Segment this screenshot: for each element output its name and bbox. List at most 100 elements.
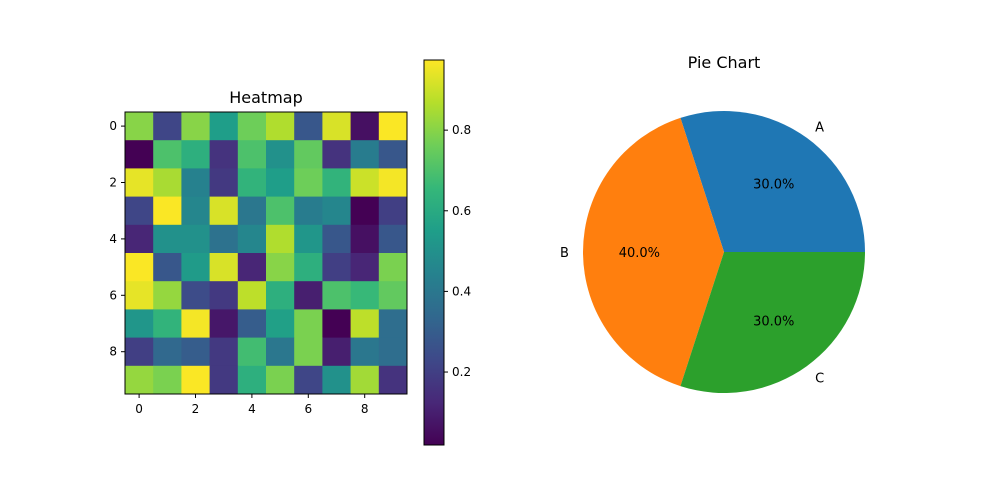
heatmap-cell [266, 224, 295, 254]
heatmap-title: Heatmap [229, 88, 303, 107]
pie-slice-b [583, 117, 724, 387]
heatmap-cell [322, 196, 352, 226]
heatmap-cell [181, 337, 211, 367]
heatmap-cell [322, 224, 352, 254]
heatmap-cell [294, 196, 323, 226]
heatmap-cell [181, 112, 211, 141]
heatmap-cell [125, 253, 154, 282]
heatmap-cell [378, 112, 408, 141]
pie-slice-c [680, 252, 865, 394]
heatmap-cell [209, 224, 239, 254]
heatmap-cell [294, 253, 323, 282]
heatmap-cell [266, 196, 295, 226]
heatmap-cell [237, 224, 267, 254]
heatmap-cell [322, 253, 352, 282]
heatmap-cell [350, 224, 380, 254]
heatmap-cell [125, 337, 154, 367]
heatmap-cell [266, 365, 295, 395]
heatmap-cell [153, 168, 182, 198]
heatmap-cell [181, 309, 211, 339]
colorbar-tick-label: 0.8 [452, 123, 471, 137]
pie-label: A [815, 121, 824, 136]
heatmap-cell [237, 140, 267, 169]
heatmap-cell [266, 140, 295, 169]
heatmap-cell [209, 281, 239, 310]
heatmap-cell [181, 196, 211, 226]
heatmap-cell [153, 309, 182, 339]
heatmap-cell [378, 140, 408, 169]
heatmap-cell [378, 196, 408, 226]
y-tick-label: 0 [109, 119, 117, 133]
x-tick-label: 4 [248, 402, 256, 416]
heatmap-cell [378, 224, 408, 254]
heatmap-cell [125, 140, 154, 169]
heatmap-cell [209, 365, 239, 395]
heatmap-cell [294, 281, 323, 310]
heatmap-cell [209, 112, 239, 141]
heatmap-cell [125, 309, 154, 339]
pie-pct-label: 30.0% [753, 314, 794, 329]
heatmap-cell [378, 168, 408, 198]
heatmap-cell [125, 196, 154, 226]
heatmap-cell [266, 112, 295, 141]
heatmap-cell [237, 253, 267, 282]
heatmap-cell [294, 168, 323, 198]
heatmap-cell [350, 112, 380, 141]
pie-slice-a [680, 110, 865, 252]
heatmap-cell [209, 309, 239, 339]
y-tick-label: 4 [109, 232, 117, 246]
heatmap-cell [153, 112, 182, 141]
heatmap-cell [153, 253, 182, 282]
heatmap-cell [350, 365, 380, 395]
heatmap-cell [266, 253, 295, 282]
heatmap-cell [209, 337, 239, 367]
heatmap-cell [266, 309, 295, 339]
heatmap-cell [125, 112, 154, 141]
colorbar-tick-label: 0.4 [452, 284, 471, 298]
heatmap-cell [322, 365, 352, 395]
heatmap-cell [322, 168, 352, 198]
pie-label: B [560, 246, 569, 261]
heatmap-cell [125, 224, 154, 254]
heatmap-cell [350, 309, 380, 339]
heatmap-cell [294, 337, 323, 367]
heatmap-cell [237, 168, 267, 198]
pie-label: C [815, 371, 824, 386]
colorbar: 0.2 0.4 0.6 0.8 [423, 59, 471, 446]
heatmap-cell [125, 281, 154, 310]
pie-pct-label: 40.0% [619, 246, 660, 261]
heatmap-cell [294, 365, 323, 395]
heatmap-cell [322, 281, 352, 310]
heatmap-cell [266, 337, 295, 367]
heatmap-cell [237, 337, 267, 367]
heatmap-cell [181, 224, 211, 254]
heatmap-cell [378, 337, 408, 367]
heatmap-cell [378, 281, 408, 310]
heatmap-cell [181, 140, 211, 169]
y-tick-label: 6 [109, 288, 117, 302]
colorbar-gradient [423, 59, 445, 446]
heatmap-cell [181, 365, 211, 395]
heatmap-cell [350, 281, 380, 310]
heatmap-cell [322, 112, 352, 141]
heatmap-cell [153, 281, 182, 310]
heatmap-cell [322, 337, 352, 367]
heatmap-cell [322, 140, 352, 169]
heatmap-cell [181, 281, 211, 310]
heatmap-cell [181, 253, 211, 282]
heatmap-cell [153, 224, 182, 254]
x-tick-label: 8 [361, 402, 369, 416]
x-tick-label: 2 [192, 402, 200, 416]
heatmap-cell [125, 365, 154, 395]
heatmap-cell [266, 281, 295, 310]
y-tick-label: 8 [109, 345, 117, 359]
heatmap-cell [322, 309, 352, 339]
heatmap-cell [209, 140, 239, 169]
heatmap-cell [350, 253, 380, 282]
heatmap-cell [294, 309, 323, 339]
pie-panel: Pie Chart A 30.0% B 40.0% C 30.0% [560, 53, 865, 394]
heatmap-cell [266, 168, 295, 198]
colorbar-tick-label: 0.2 [452, 365, 471, 379]
colorbar-tick-label: 0.6 [452, 204, 471, 218]
